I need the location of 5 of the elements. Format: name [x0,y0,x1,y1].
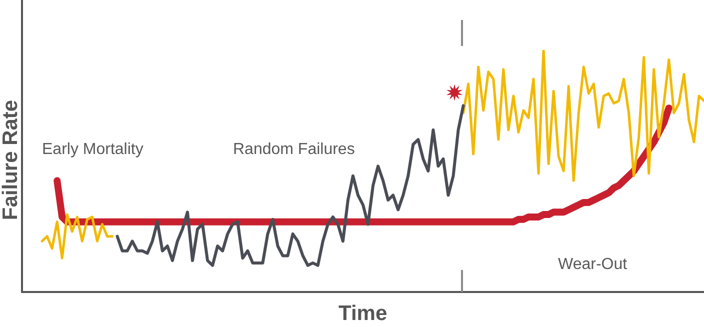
y-axis-title: Failure Rate [0,100,24,220]
x-axis-title: Time [338,302,388,326]
annotation: Early Mortality [42,141,144,159]
annotation: Random Failures [233,141,355,159]
annotation: Wear-Out [558,256,628,274]
